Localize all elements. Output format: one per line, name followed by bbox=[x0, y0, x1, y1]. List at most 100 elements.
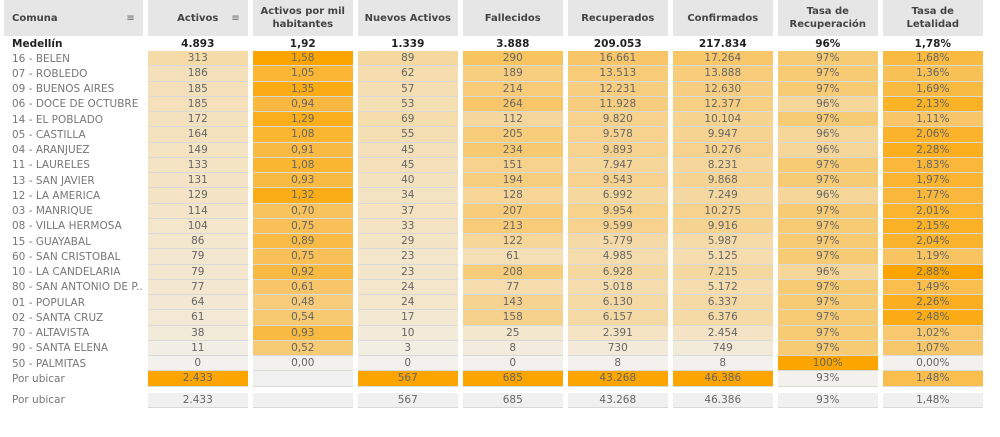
cell-tasa-de-recuperaci-n[interactable]: 93% bbox=[777, 371, 878, 387]
cell-recuperados[interactable]: 7.947 bbox=[567, 157, 668, 173]
cell-nuevos-activos[interactable]: 45 bbox=[357, 157, 458, 173]
cell-recuperados[interactable]: 6.130 bbox=[567, 295, 668, 311]
cell-activos[interactable]: 186 bbox=[147, 66, 248, 82]
cell-fallecidos[interactable]: 128 bbox=[462, 188, 563, 204]
comuna-name[interactable]: Por ubicar bbox=[4, 371, 143, 387]
cell-fallecidos[interactable]: 208 bbox=[462, 264, 563, 280]
cell-activos-por-mil-habitantes[interactable]: 0,61 bbox=[252, 279, 353, 295]
comuna-name[interactable]: 50 - PALMITAS bbox=[4, 356, 143, 372]
cell-recuperados[interactable]: 6.928 bbox=[567, 264, 668, 280]
cell-activos-por-mil-habitantes[interactable]: 0,70 bbox=[252, 203, 353, 219]
comuna-name[interactable]: 60 - SAN CRISTOBAL bbox=[4, 249, 143, 265]
cell-nuevos-activos[interactable]: 3 bbox=[357, 340, 458, 356]
comuna-name[interactable]: 07 - ROBLEDO bbox=[4, 66, 143, 82]
header-nuevos-activos[interactable]: Nuevos Activos bbox=[357, 0, 458, 36]
cell-confirmados[interactable]: 13.888 bbox=[672, 66, 773, 82]
comuna-name[interactable]: 12 - LA AMERICA bbox=[4, 188, 143, 204]
cell-tasa-de-letalidad[interactable]: 2,06% bbox=[882, 127, 983, 143]
cell-confirmados[interactable]: 10.104 bbox=[672, 112, 773, 128]
cell-activos[interactable]: 79 bbox=[147, 249, 248, 265]
cell-recuperados[interactable]: 8 bbox=[567, 356, 668, 372]
cell-tasa-de-letalidad[interactable]: 2,28% bbox=[882, 142, 983, 158]
cell-tasa-de-recuperaci-n[interactable]: 97% bbox=[777, 112, 878, 128]
cell-confirmados[interactable]: 12.630 bbox=[672, 81, 773, 97]
cell-tasa-de-letalidad[interactable]: 2,88% bbox=[882, 264, 983, 280]
cell-activos[interactable]: 104 bbox=[147, 218, 248, 234]
cell-activos[interactable]: 185 bbox=[147, 96, 248, 112]
cell-fallecidos[interactable]: 234 bbox=[462, 142, 563, 158]
cell-tasa-de-letalidad[interactable]: 2,04% bbox=[882, 234, 983, 250]
cell-activos-por-mil-habitantes[interactable]: 0,52 bbox=[252, 340, 353, 356]
cell-activos-por-mil-habitantes[interactable]: 0,75 bbox=[252, 218, 353, 234]
cell-activos-por-mil-habitantes[interactable]: 0,48 bbox=[252, 295, 353, 311]
cell-recuperados[interactable]: 9.893 bbox=[567, 142, 668, 158]
cell-nuevos-activos[interactable]: 55 bbox=[357, 127, 458, 143]
cell-recuperados[interactable]: 6.992 bbox=[567, 188, 668, 204]
cell-tasa-de-recuperaci-n[interactable]: 97% bbox=[777, 295, 878, 311]
cell-fallecidos[interactable]: 194 bbox=[462, 173, 563, 189]
cell-activos[interactable]: 2.433 bbox=[147, 371, 248, 387]
cell-confirmados[interactable]: 9.868 bbox=[672, 173, 773, 189]
cell-activos-por-mil-habitantes[interactable]: 1,29 bbox=[252, 112, 353, 128]
cell-tasa-de-recuperaci-n[interactable]: 97% bbox=[777, 81, 878, 97]
cell-tasa-de-recuperaci-n[interactable]: 97% bbox=[777, 310, 878, 326]
cell-confirmados[interactable]: 7.249 bbox=[672, 188, 773, 204]
cell-activos-por-mil-habitantes[interactable]: 0,93 bbox=[252, 325, 353, 341]
cell-confirmados[interactable]: 46.386 bbox=[672, 371, 773, 387]
cell-activos[interactable]: 86 bbox=[147, 234, 248, 250]
cell-activos-por-mil-habitantes[interactable]: 1,58 bbox=[252, 51, 353, 67]
comuna-name[interactable]: 05 - CASTILLA bbox=[4, 127, 143, 143]
cell-nuevos-activos[interactable]: 57 bbox=[357, 81, 458, 97]
sort-icon[interactable]: ≡ bbox=[126, 13, 135, 24]
cell-tasa-de-letalidad[interactable]: 2,26% bbox=[882, 295, 983, 311]
cell-fallecidos[interactable]: 112 bbox=[462, 112, 563, 128]
cell-fallecidos[interactable]: 205 bbox=[462, 127, 563, 143]
cell-recuperados[interactable]: 11.928 bbox=[567, 96, 668, 112]
cell-confirmados[interactable]: 5.172 bbox=[672, 279, 773, 295]
cell-tasa-de-recuperaci-n[interactable]: 97% bbox=[777, 279, 878, 295]
cell-activos[interactable]: 0 bbox=[147, 356, 248, 372]
cell-tasa-de-recuperaci-n[interactable]: 93% bbox=[777, 392, 878, 408]
header-tasa-letalidad[interactable]: Tasa de Letalidad bbox=[882, 0, 983, 36]
cell-activos[interactable]: 114 bbox=[147, 203, 248, 219]
cell-fallecidos[interactable]: 143 bbox=[462, 295, 563, 311]
cell-fallecidos[interactable]: 290 bbox=[462, 51, 563, 67]
cell-nuevos-activos[interactable]: 567 bbox=[357, 392, 458, 408]
comuna-name[interactable]: 10 - LA CANDELARIA bbox=[4, 264, 143, 280]
cell-tasa-de-letalidad[interactable]: 1,48% bbox=[882, 392, 983, 408]
cell-nuevos-activos[interactable]: 567 bbox=[357, 371, 458, 387]
cell-activos-por-mil-habitantes[interactable]: 1,32 bbox=[252, 188, 353, 204]
cell-tasa-de-recuperaci-n[interactable]: 97% bbox=[777, 173, 878, 189]
cell-activos-por-mil-habitantes[interactable]: 0,75 bbox=[252, 249, 353, 265]
cell-tasa-de-letalidad[interactable]: 1,97% bbox=[882, 173, 983, 189]
cell-tasa-de-letalidad[interactable]: 1,77% bbox=[882, 188, 983, 204]
header-recuperados[interactable]: Recuperados bbox=[567, 0, 668, 36]
cell-activos[interactable]: 64 bbox=[147, 295, 248, 311]
cell-recuperados[interactable]: 16.661 bbox=[567, 51, 668, 67]
cell-nuevos-activos[interactable]: 24 bbox=[357, 279, 458, 295]
cell-nuevos-activos[interactable]: 89 bbox=[357, 51, 458, 67]
cell-activos[interactable]: 38 bbox=[147, 325, 248, 341]
comuna-name[interactable]: 06 - DOCE DE OCTUBRE bbox=[4, 96, 143, 112]
cell-fallecidos[interactable]: 77 bbox=[462, 279, 563, 295]
cell-activos-por-mil-habitantes[interactable]: 0,93 bbox=[252, 173, 353, 189]
cell-recuperados[interactable]: 13.513 bbox=[567, 66, 668, 82]
comuna-name[interactable]: 11 - LAURELES bbox=[4, 157, 143, 173]
cell-nuevos-activos[interactable]: 0 bbox=[357, 356, 458, 372]
header-fallecidos[interactable]: Fallecidos bbox=[462, 0, 563, 36]
cell-tasa-de-letalidad[interactable]: 1,36% bbox=[882, 66, 983, 82]
cell-fallecidos[interactable]: 685 bbox=[462, 371, 563, 387]
cell-recuperados[interactable]: 9.954 bbox=[567, 203, 668, 219]
cell-confirmados[interactable]: 749 bbox=[672, 340, 773, 356]
comuna-name[interactable]: 01 - POPULAR bbox=[4, 295, 143, 311]
comuna-name[interactable]: 15 - GUAYABAL bbox=[4, 234, 143, 250]
cell-tasa-de-letalidad[interactable]: 1,78% bbox=[882, 36, 983, 51]
cell-confirmados[interactable]: 12.377 bbox=[672, 96, 773, 112]
comuna-name[interactable]: 02 - SANTA CRUZ bbox=[4, 310, 143, 326]
cell-fallecidos[interactable]: 189 bbox=[462, 66, 563, 82]
header-activos-por-mil[interactable]: Activos por mil habitantes bbox=[252, 0, 353, 36]
cell-activos-por-mil-habitantes[interactable]: 0,00 bbox=[252, 356, 353, 372]
cell-recuperados[interactable]: 9.578 bbox=[567, 127, 668, 143]
cell-fallecidos[interactable]: 25 bbox=[462, 325, 563, 341]
cell-activos[interactable]: 131 bbox=[147, 173, 248, 189]
